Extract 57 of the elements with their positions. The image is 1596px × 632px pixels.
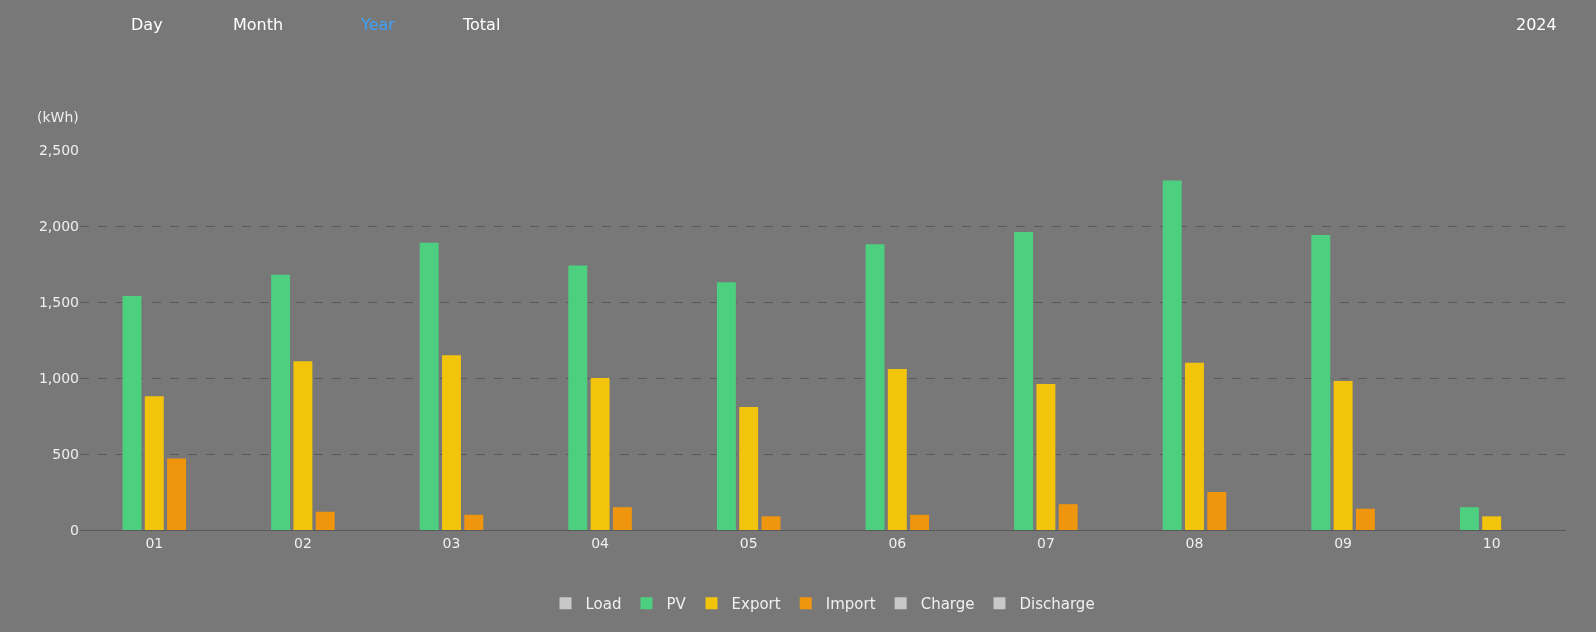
text: Total [462, 15, 501, 34]
legend-label: Import [825, 595, 876, 614]
legend-label: Load [585, 595, 622, 614]
bar [1355, 508, 1375, 530]
x-tick-label: 03 [442, 534, 461, 551]
bar [761, 516, 781, 530]
text: Day [131, 15, 163, 34]
bar [716, 282, 736, 530]
bar [1207, 492, 1227, 530]
bar [1333, 381, 1353, 530]
legend-label: Charge [920, 595, 975, 614]
bar [910, 514, 930, 530]
legend-label: PV [666, 595, 687, 614]
bar [1185, 362, 1204, 530]
bar [315, 511, 335, 530]
text: 2024 [1516, 15, 1557, 34]
bar [167, 458, 187, 530]
y-tick-label: 0 [70, 521, 79, 538]
bar [442, 355, 461, 530]
text: Year [360, 15, 396, 34]
y-tick-label: 2,000 [38, 217, 79, 234]
bar [1036, 384, 1056, 530]
bar [271, 274, 291, 530]
bar [568, 265, 588, 530]
y-axis-title: (kWh) [37, 109, 79, 125]
bar [419, 242, 439, 530]
text: Month [233, 15, 284, 34]
bar [1311, 235, 1331, 530]
y-tick-label: 1,000 [38, 369, 79, 386]
bar [1014, 232, 1034, 530]
bar [144, 396, 164, 530]
bar [590, 378, 610, 530]
x-tick-label: 08 [1185, 534, 1204, 551]
bar [1058, 504, 1078, 530]
legend-label: Export [731, 595, 781, 614]
x-tick-label: 09 [1334, 534, 1353, 551]
x-tick-label: 01 [145, 534, 164, 551]
x-tick-label: 04 [591, 534, 610, 551]
y-tick-label: 1,500 [38, 293, 79, 310]
x-tick-label: 05 [739, 534, 758, 551]
y-tick-label: 2,500 [38, 141, 79, 158]
y-tick-label: 500 [52, 445, 79, 462]
bar [612, 507, 632, 530]
legend-label: Discharge [1019, 595, 1095, 614]
bar [865, 244, 885, 530]
bar [1482, 516, 1502, 530]
bar [1459, 507, 1479, 530]
bar [1162, 180, 1182, 530]
bar [293, 361, 313, 530]
x-tick-label: 02 [293, 534, 312, 551]
x-tick-label: 06 [888, 534, 907, 551]
bar [122, 295, 142, 530]
bar [464, 514, 484, 530]
x-tick-label: 07 [1036, 534, 1055, 551]
bar [739, 406, 759, 530]
bar [887, 368, 907, 530]
x-tick-label: 10 [1482, 534, 1501, 551]
